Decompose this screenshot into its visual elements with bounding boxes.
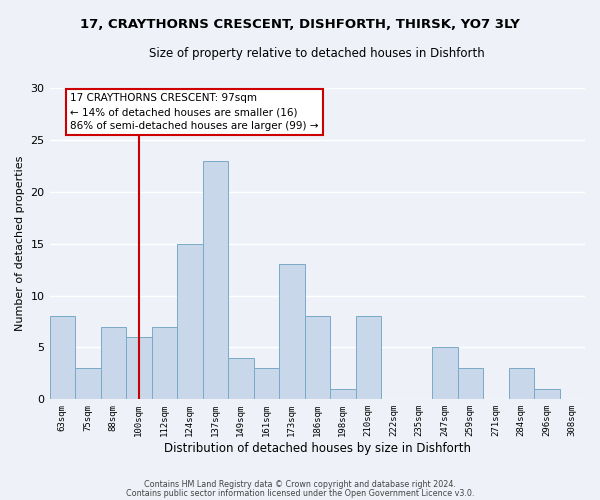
Bar bbox=[356, 316, 381, 400]
Bar bbox=[305, 316, 330, 400]
Text: Contains HM Land Registry data © Crown copyright and database right 2024.: Contains HM Land Registry data © Crown c… bbox=[144, 480, 456, 489]
Bar bbox=[279, 264, 305, 400]
Text: 17, CRAYTHORNS CRESCENT, DISHFORTH, THIRSK, YO7 3LY: 17, CRAYTHORNS CRESCENT, DISHFORTH, THIR… bbox=[80, 18, 520, 30]
Bar bbox=[75, 368, 101, 400]
Bar bbox=[509, 368, 534, 400]
Y-axis label: Number of detached properties: Number of detached properties bbox=[15, 156, 25, 332]
Bar bbox=[126, 337, 152, 400]
X-axis label: Distribution of detached houses by size in Dishforth: Distribution of detached houses by size … bbox=[164, 442, 471, 455]
Bar bbox=[330, 389, 356, 400]
Bar bbox=[228, 358, 254, 400]
Bar bbox=[177, 244, 203, 400]
Text: Contains public sector information licensed under the Open Government Licence v3: Contains public sector information licen… bbox=[126, 488, 474, 498]
Title: Size of property relative to detached houses in Dishforth: Size of property relative to detached ho… bbox=[149, 48, 485, 60]
Bar bbox=[458, 368, 483, 400]
Bar bbox=[203, 160, 228, 400]
Bar bbox=[254, 368, 279, 400]
Bar bbox=[534, 389, 560, 400]
Bar bbox=[152, 326, 177, 400]
Text: 17 CRAYTHORNS CRESCENT: 97sqm
← 14% of detached houses are smaller (16)
86% of s: 17 CRAYTHORNS CRESCENT: 97sqm ← 14% of d… bbox=[70, 93, 319, 131]
Bar bbox=[101, 326, 126, 400]
Bar bbox=[432, 348, 458, 400]
Bar bbox=[50, 316, 75, 400]
